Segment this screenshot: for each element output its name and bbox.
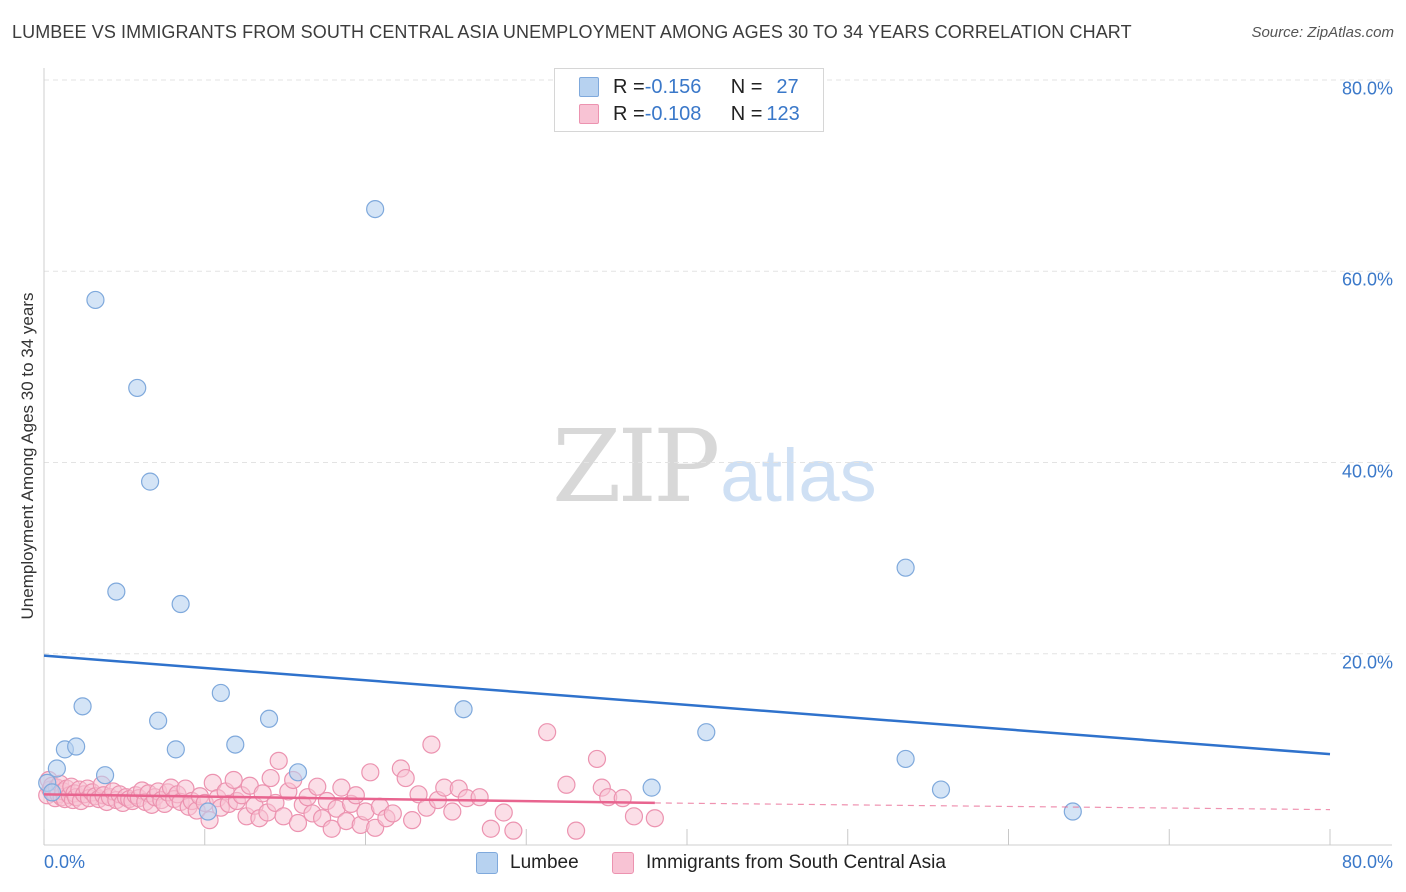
lumbee-point [171,594,190,614]
immigrants-point [346,786,365,805]
y-tick-label: 40.0% [1341,461,1393,481]
immigrants-point [504,821,523,840]
immigrants-point [308,777,327,796]
watermark: ZIPatlas [552,408,877,525]
legend-n-value: 27 [776,75,799,98]
lumbee-point [107,582,126,601]
immigrants-point [494,803,513,822]
source-label: Source: ZipAtlas.com [1251,24,1394,41]
lumbee-point [642,778,661,797]
immigrants-point [261,768,280,788]
immigrants-point [481,819,500,838]
lumbee-point [697,723,716,742]
immigrants-point [613,789,632,808]
lumbee-legend-swatch [476,852,498,874]
lumbee-point [149,711,168,730]
lumbee-point [95,766,115,785]
immigrants-point [645,809,664,828]
lumbee-point [211,683,230,703]
immigrants-legend-swatch [612,852,634,874]
x-tick-label-max: 80.0% [1341,852,1393,872]
lumbee-point [166,740,185,759]
legend-label-lumbee: Lumbee [510,852,579,873]
lumbee-point [366,199,385,219]
immigrants-point [322,819,341,838]
y-tick-label: 80.0% [1341,78,1393,99]
lumbee-point [86,290,105,310]
lumbee-point [42,783,62,802]
correlation-legend: R = -0.156 N = 27 R = -0.108 N = 123 [554,68,824,132]
lumbee-point [128,378,147,398]
lumbee-point [73,697,92,716]
y-tick-label: 20.0% [1341,652,1393,673]
immigrants-point [587,749,607,769]
lumbee-swatch [579,77,599,97]
watermark-zip: ZIP [552,408,720,525]
lumbee-point [896,749,915,769]
immigrants-point [288,813,308,833]
watermark-atlas: atlas [720,434,877,517]
lumbee-point [198,802,218,821]
lumbee-point [288,763,308,782]
x-tick-label-min: 0.0% [44,852,86,872]
series-legend: Lumbee Immigrants from South Central Asi… [0,852,1406,880]
immigrants-point [538,723,557,742]
legend-item-lumbee: Lumbee [476,852,579,874]
immigrants-point [557,775,576,794]
immigrants-point [224,770,243,790]
immigrants-point [566,821,586,840]
legend-row-lumbee: R = -0.156 N = 27 [579,75,799,99]
immigrants-trend-extension [654,802,1331,811]
immigrants-point [332,778,351,797]
immigrants-point [624,807,644,826]
legend-item-immigrants: Immigrants from South Central Asia [612,852,946,874]
lumbee-point [67,737,86,756]
legend-n-value: 123 [766,102,800,125]
legend-row-immigrants: R = -0.108 N = 123 [579,102,800,126]
legend-n-label: N = [730,102,763,125]
lumbee-point [226,735,245,754]
lumbee-point [259,709,279,728]
y-axis-label: Unemployment Among Ages 30 to 34 years [18,292,37,620]
immigrants-point [361,763,380,782]
immigrants-point [470,788,489,807]
lumbee-point [1063,802,1082,821]
immigrants-point [383,804,402,823]
lumbee-point [454,700,473,719]
legend-r-value: -0.108 [644,102,702,125]
lumbee-trend-line [43,654,1331,756]
immigrants-point [443,802,462,821]
y-tick-label: 60.0% [1341,269,1393,290]
lumbee-point [140,472,160,491]
legend-r-value: -0.156 [644,75,702,98]
immigrants-trend-line [43,793,655,805]
immigrants-point [396,768,415,788]
legend-label-immigrants: Immigrants from South Central Asia [646,852,946,873]
legend-n-label: N = [730,75,763,98]
lumbee-point [931,780,951,799]
legend-r-label: R = [613,102,645,125]
immigrants-point [403,811,422,830]
legend-r-label: R = [613,75,645,98]
lumbee-point [47,759,66,778]
immigrants-point [422,735,441,754]
immigrants-swatch [579,104,599,124]
chart-title: LUMBEE VS IMMIGRANTS FROM SOUTH CENTRAL … [12,22,1132,42]
lumbee-point [896,558,915,577]
immigrants-point [269,751,288,770]
